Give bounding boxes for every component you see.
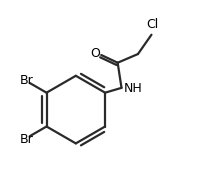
Text: Br: Br [20, 132, 34, 146]
Text: Br: Br [20, 74, 34, 87]
Text: Cl: Cl [146, 18, 159, 31]
Text: NH: NH [124, 82, 142, 95]
Text: O: O [90, 47, 100, 60]
